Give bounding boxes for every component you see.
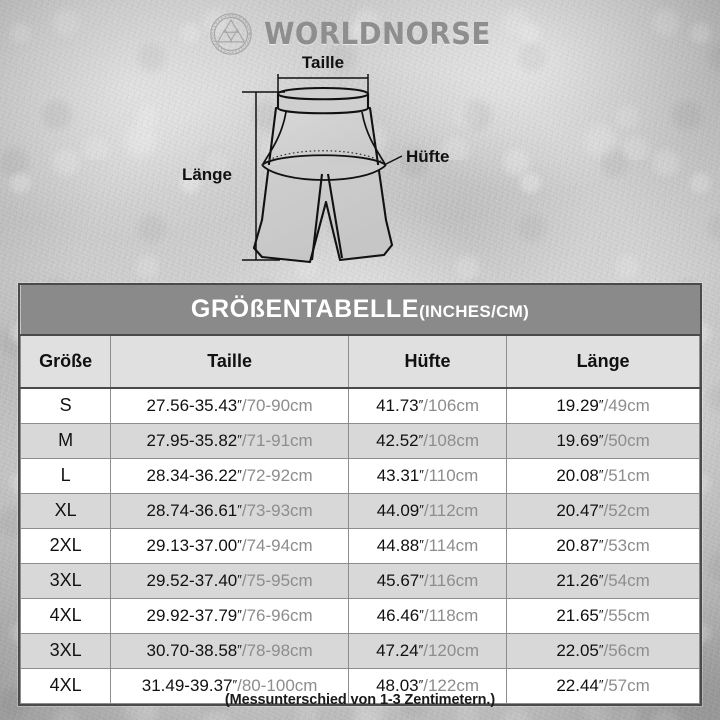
cell-size: XL [19,492,112,529]
cell-size: 4XL [19,597,112,634]
column-header-length: Länge [506,334,700,389]
table-row: XL 28.74-36.61″/73-93cm 44.09″/112cm 20.… [19,492,700,529]
cell-hip: 44.09″/112cm [347,492,508,529]
cell-hip: 45.67″/116cm [347,562,508,599]
cell-size: M [19,422,112,459]
table-row: 3XL 30.70-38.58″/78-98cm 47.24″/120cm 22… [19,632,700,669]
valknut-knotwork-logo-icon [210,13,253,55]
cell-waist: 29.13-37.00″/74-94cm [110,527,349,564]
table-title-units: (INCHES/CM) [419,302,530,321]
size-chart-table-body: S 27.56-35.43″/70-90cm 41.73″/106cm 19.2… [19,387,700,704]
shorts-waistband [276,86,370,115]
size-chart-table-container: GRÖßENTABELLE(INCHES/CM) Größe Taille Hü… [18,283,702,706]
brand-header: WORLDNORSE [0,10,720,58]
cell-length: 19.29″/49cm [506,387,700,424]
cell-size: 2XL [19,527,112,564]
table-row: 4XL 29.92-37.79″/76-96cm 46.46″/118cm 21… [19,597,700,634]
cell-size: 3XL [19,632,112,669]
cell-hip: 47.24″/120cm [347,632,508,669]
shorts-outline [252,106,394,264]
table-title-cell: GRÖßENTABELLE(INCHES/CM) [20,285,700,336]
column-header-size: Größe [19,334,112,389]
cell-hip: 41.73″/106cm [347,387,508,424]
cell-hip: 44.88″/114cm [347,527,508,564]
table-row: L 28.34-36.22″/72-92cm 43.31″/110cm 20.0… [19,457,700,494]
cell-hip: 46.46″/118cm [347,597,508,634]
cell-hip: 42.52″/108cm [347,422,508,459]
cell-size: L [19,457,112,494]
cell-length: 20.87″/53cm [506,527,700,564]
column-header-waist: Taille [110,334,349,389]
cell-size: S [19,387,112,424]
cell-length: 21.26″/54cm [506,562,700,599]
cell-waist: 27.95-35.82″/71-91cm [110,422,349,459]
table-row: S 27.56-35.43″/70-90cm 41.73″/106cm 19.2… [19,387,700,424]
length-label: Länge [182,165,232,184]
cell-length: 20.47″/52cm [506,492,700,529]
cell-waist: 28.34-36.22″/72-92cm [110,457,349,494]
cell-size: 3XL [19,562,112,599]
cell-length: 19.69″/50cm [506,422,700,459]
cell-waist: 30.70-38.58″/78-98cm [110,632,349,669]
column-header-hip: Hüfte [347,334,508,389]
cell-length: 21.65″/55cm [506,597,700,634]
shorts-measurement-diagram: Taille Hüfte Länge [150,52,570,284]
table-row: M 27.95-35.82″/71-91cm 42.52″/108cm 19.6… [19,422,700,459]
hip-label: Hüfte [406,147,449,166]
table-title-row: GRÖßENTABELLE(INCHES/CM) [20,285,700,336]
hip-leader-line [383,155,403,166]
cell-waist: 29.52-37.40″/75-95cm [110,562,349,599]
measurement-footnote: (Messunterschied von 1-3 Zentimetern.) [224,692,496,708]
size-chart-table: GRÖßENTABELLE(INCHES/CM) Größe Taille Hü… [19,285,700,704]
cell-waist: 27.56-35.43″/70-90cm [110,387,349,424]
brand-name: WORLDNORSE [264,16,492,52]
cell-waist: 28.74-36.61″/73-93cm [110,492,349,529]
cell-waist: 29.92-37.79″/76-96cm [110,597,349,634]
table-column-header-row: Größe Taille Hüfte Länge [19,334,700,389]
cell-length: 20.08″/51cm [506,457,700,494]
cell-hip: 43.31″/110cm [347,457,508,494]
table-row: 2XL 29.13-37.00″/74-94cm 44.88″/114cm 20… [19,527,700,564]
cell-length: 22.05″/56cm [506,632,700,669]
table-row: 3XL 29.52-37.40″/75-95cm 45.67″/116cm 21… [19,562,700,599]
table-title-main: GRÖßENTABELLE [190,295,420,323]
